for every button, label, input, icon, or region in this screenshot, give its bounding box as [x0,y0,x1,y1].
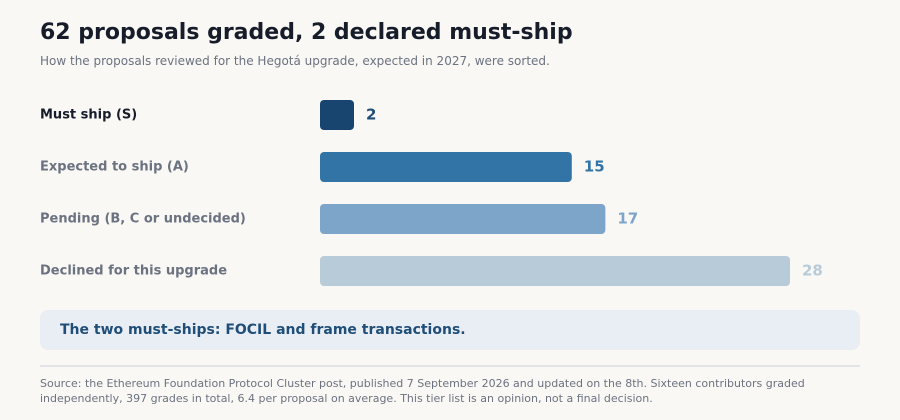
bar [320,204,606,234]
category-label: Declined for this upgrade [40,264,227,279]
value-label: 15 [584,158,605,176]
value-label: 28 [802,262,823,280]
callout-box: The two must-ships: FOCIL and frame tran… [40,310,860,350]
chart-subtitle: How the proposals reviewed for the Hegot… [40,54,550,68]
bar-chart: Must ship (S) 2 Expected to ship (A) 15 Pend… [40,100,823,286]
bar [320,152,572,182]
callout-text: The two must-ships: FOCIL and frame tran… [60,322,466,338]
chart-title: 62 proposals graded, 2 declared must-shi… [40,20,573,45]
source-note: Source: the Ethereum Foundation Protocol… [40,377,805,405]
value-label: 2 [366,106,376,124]
divider [40,365,860,367]
bar [320,100,354,130]
category-label: Must ship (S) [40,108,137,123]
value-label: 17 [617,210,638,228]
bar [320,256,790,286]
category-label: Pending (B, C or undecided) [40,212,246,227]
category-label: Expected to ship (A) [40,160,189,175]
